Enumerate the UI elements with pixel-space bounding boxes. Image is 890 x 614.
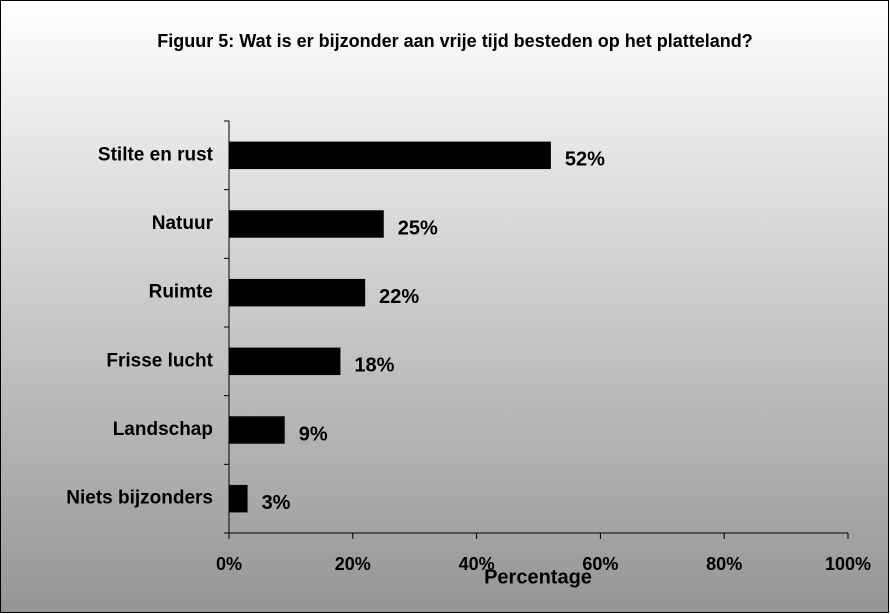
data-label: 22% [379,286,419,308]
bar [229,210,384,238]
bar [229,416,285,444]
y-tick-label: Ruimte [149,282,213,303]
x-axis-label: Percentage [484,566,592,588]
bar [229,278,366,307]
data-label: 52% [565,149,605,171]
data-label: 18% [354,355,394,377]
bar [229,484,248,513]
bar [229,347,341,376]
x-tick-label: 20% [335,554,371,574]
x-tick-label: 60% [582,554,618,574]
x-tick-label: 40% [459,554,495,574]
chart-title: Figuur 5: Wat is er bijzonder aan vrije … [157,31,753,51]
y-tick-label: Niets bijzonders [66,488,213,509]
x-tick-label: 80% [706,554,742,574]
data-label: 3% [262,492,291,514]
x-tick-label: 100% [825,554,871,574]
y-tick-label: Frisse lucht [106,350,213,371]
data-label: 25% [398,217,438,239]
y-tick-label: Natuur [152,213,214,234]
bar [229,141,551,170]
y-tick-label: Landschap [113,419,213,440]
x-tick-label: 0% [216,554,242,574]
y-tick-label: Stilte en rust [98,144,214,165]
data-label: 9% [299,423,328,445]
